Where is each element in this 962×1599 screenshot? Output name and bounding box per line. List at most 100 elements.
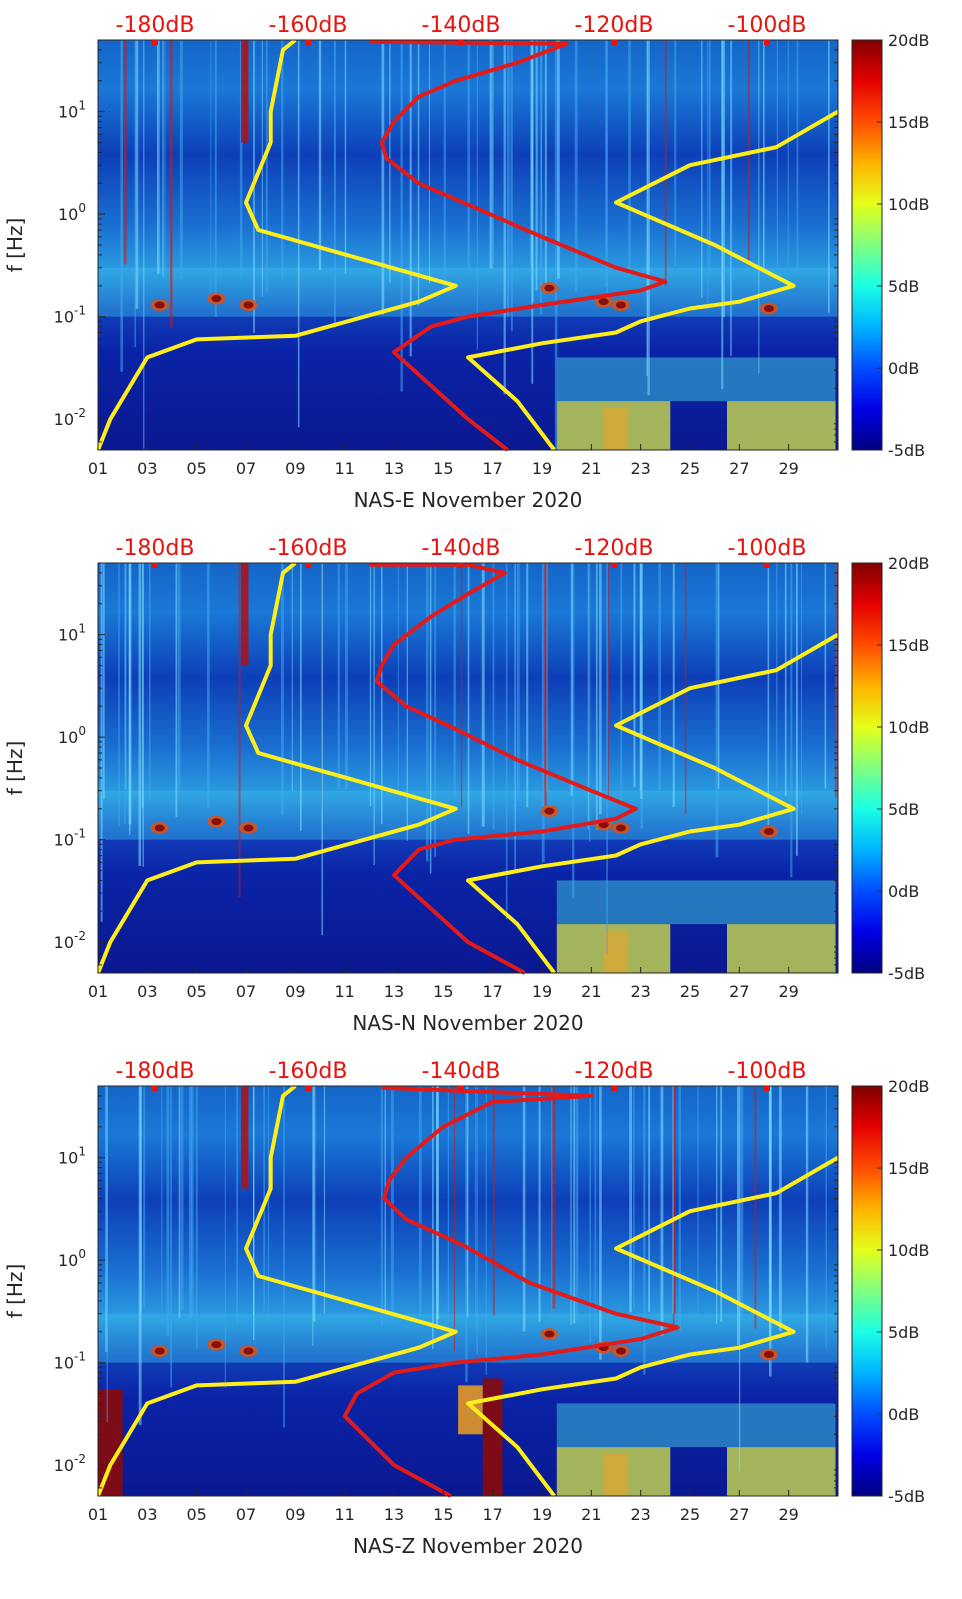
- spectrogram-hotspot: [763, 1351, 774, 1359]
- lowfreq-block: [556, 1403, 836, 1448]
- spectrogram-streak: [599, 563, 602, 815]
- spectrogram-streak: [708, 40, 711, 275]
- spectrogram-streak: [400, 40, 403, 392]
- spectrogram-streak: [297, 40, 300, 428]
- lowfreq-block: [603, 407, 629, 450]
- spectrogram-streak: [241, 40, 249, 143]
- spectrogram-streak: [660, 1086, 664, 1336]
- x-tick-label: 07: [236, 459, 256, 478]
- db-axis-label: -160dB: [269, 536, 348, 561]
- x-tick-label: 27: [729, 459, 749, 478]
- spectrogram-streak: [516, 563, 520, 802]
- spectrogram-streak: [629, 1086, 632, 1313]
- spectrogram-streak: [179, 40, 183, 280]
- spectrogram-streak: [672, 1086, 676, 1314]
- x-tick-label: 23: [630, 982, 650, 1001]
- microseism-band: [98, 1313, 838, 1363]
- spectrogram-streak: [492, 563, 495, 830]
- spectrogram-streak: [190, 1086, 194, 1318]
- spectrogram-streak: [510, 40, 513, 332]
- colorbar-tick-label: 15dB: [888, 113, 930, 132]
- colorbar-tick-label: 15dB: [888, 636, 930, 655]
- db-axis-tick: [305, 1086, 311, 1091]
- spectrogram-streak: [434, 563, 437, 857]
- lowfreq-block: [556, 357, 836, 402]
- spectrogram-streak: [552, 1086, 556, 1309]
- spectrogram-hotspot: [243, 1347, 254, 1355]
- spectrogram-streak: [465, 1086, 468, 1383]
- spectrogram-streak: [252, 1086, 254, 1315]
- x-tick-label: 05: [186, 982, 206, 1001]
- spectrogram-streak: [102, 563, 105, 799]
- spectrogram-streak: [723, 40, 726, 308]
- spectrogram-streak: [166, 1086, 170, 1336]
- spectrogram-streak: [476, 1086, 478, 1355]
- spectrogram-streak: [409, 40, 412, 357]
- spectrogram-streak: [672, 563, 675, 807]
- spectrogram-streak: [595, 563, 598, 830]
- spectrogram-hotspot: [544, 807, 555, 815]
- spectrogram-streak: [156, 40, 160, 274]
- spectrogram-streak: [787, 40, 789, 266]
- spectrogram-streak: [758, 40, 760, 374]
- x-tick-label: 01: [88, 459, 108, 478]
- x-tick-label: 25: [680, 1505, 700, 1524]
- x-tick-label: 23: [630, 459, 650, 478]
- spectrogram-streak: [715, 563, 719, 858]
- spectrogram-hotspot: [211, 295, 222, 303]
- spectrogram-streak: [141, 563, 144, 808]
- spectrogram-streak: [318, 40, 322, 271]
- colorbar-tick-label: 20dB: [888, 554, 930, 573]
- db-axis-tick: [764, 40, 770, 45]
- db-axis-label: -180dB: [116, 536, 195, 561]
- db-axis-label: -140dB: [422, 1059, 501, 1084]
- spectrogram-streak: [605, 40, 608, 287]
- spectrogram-streak: [796, 40, 799, 274]
- spectrogram-streak: [417, 40, 420, 306]
- spectrogram-streak: [164, 40, 166, 279]
- lowfreq-block: [98, 1389, 123, 1496]
- db-axis-tick: [764, 1086, 770, 1091]
- spectrogram-streak: [640, 563, 643, 800]
- panel-1: 01 03 05 07 09 11 13 15 17 19 21 23 25 27 29 101 100 10-1…: [3, 13, 930, 512]
- spectrogram-streak: [100, 563, 103, 922]
- spectrogram-streak: [606, 40, 609, 298]
- spectrogram-streak: [594, 1086, 597, 1337]
- spectrogram-hotspot: [544, 1330, 555, 1338]
- colorbar-tick-label: 0dB: [888, 882, 919, 901]
- spectrogram-streak: [778, 1086, 782, 1331]
- spectrogram-streak: [138, 563, 142, 866]
- noise-model-curve-2: [342, 1085, 680, 1498]
- noise-model-curve-1: [96, 38, 458, 451]
- spectrogram-streak: [321, 563, 324, 936]
- spectrogram-streak: [540, 40, 543, 287]
- spectrogram-streak: [170, 40, 173, 328]
- x-axis-label: NAS-Z November 2020: [353, 1534, 583, 1558]
- spectrogram-streak: [514, 563, 516, 872]
- db-axis-tick: [458, 40, 464, 45]
- y-tick-label: 101: [58, 99, 86, 122]
- spectrogram-hotspot: [211, 1341, 222, 1349]
- spectrogram-streak: [573, 1086, 576, 1324]
- spectrogram-streak: [397, 563, 399, 793]
- noise-model-curve-1: [96, 1084, 458, 1497]
- colorbar-tick-label: 0dB: [888, 1405, 919, 1424]
- spectrogram-streak: [139, 1086, 142, 1313]
- spectrogram-streak: [784, 563, 787, 797]
- spectrogram-streak: [795, 563, 798, 856]
- spectrogram-streak: [536, 40, 539, 268]
- spectrogram-streak: [544, 40, 547, 284]
- spectrogram-streak: [790, 563, 793, 878]
- x-tick-label: 01: [88, 1505, 108, 1524]
- spectrogram-streak: [267, 1086, 270, 1323]
- spectrogram-streak: [238, 563, 241, 898]
- spectrogram-streak: [447, 1086, 450, 1324]
- spectrogram-streak: [428, 40, 430, 284]
- spectrogram-streak: [551, 1086, 553, 1315]
- spectrogram-streak: [541, 563, 545, 863]
- spectrogram-streak: [467, 563, 470, 834]
- spectrogram-streak: [241, 563, 249, 666]
- spectrogram-streak: [535, 40, 538, 291]
- spectrogram-hotspot: [154, 1347, 165, 1355]
- db-axis-label: -180dB: [116, 13, 195, 38]
